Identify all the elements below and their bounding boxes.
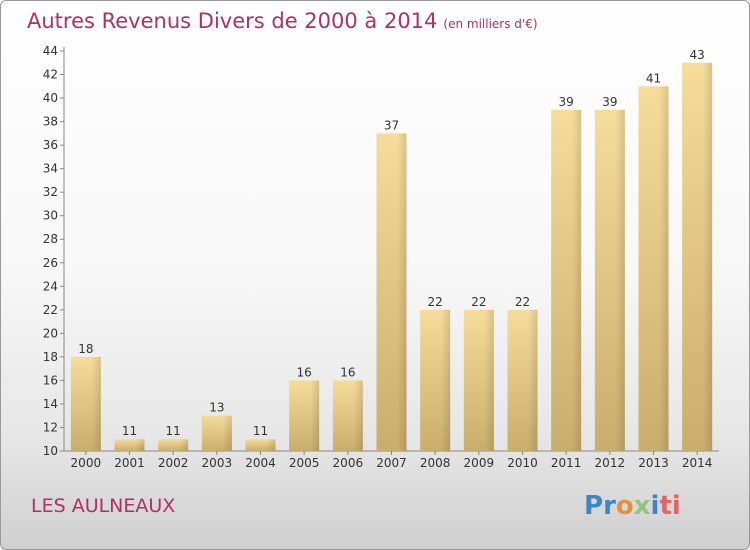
y-tick-label: 32 [43, 185, 58, 199]
logo-letter: o [615, 491, 634, 521]
chart-subtitle: (en milliers d'€) [443, 17, 538, 31]
x-tick-label: 2009 [464, 456, 495, 470]
bar-value-label: 22 [515, 295, 530, 309]
bar-shade [310, 380, 320, 451]
bar-value-label: 11 [253, 424, 268, 438]
bar-value-label: 22 [428, 295, 443, 309]
y-tick-label: 42 [43, 68, 58, 82]
proxiti-logo[interactable]: Proxiti [584, 491, 681, 521]
x-tick-label: 2000 [71, 456, 102, 470]
bar-value-label: 11 [166, 424, 181, 438]
bar-value-label: 16 [297, 365, 312, 379]
bar-shade [397, 133, 407, 451]
bar-shade [659, 86, 669, 451]
logo-letter: r [603, 491, 616, 521]
bar-value-label: 13 [209, 401, 224, 415]
bar-value-label: 41 [646, 71, 661, 85]
x-tick-label: 2003 [202, 456, 233, 470]
bar-shade [135, 439, 145, 451]
chart-title-block: Autres Revenus Divers de 2000 à 2014 (en … [27, 9, 538, 33]
y-tick-label: 30 [43, 209, 58, 223]
x-tick-label: 2002 [158, 456, 189, 470]
bar-value-label: 39 [602, 95, 617, 109]
bar-shade [179, 439, 189, 451]
bar-value-label: 43 [690, 48, 705, 62]
y-tick-label: 44 [43, 44, 58, 58]
y-tick-label: 38 [43, 115, 58, 129]
bar-shade [91, 356, 101, 451]
y-tick-label: 26 [43, 256, 58, 270]
x-tick-label: 2006 [333, 456, 364, 470]
bar-value-label: 22 [471, 295, 486, 309]
bar-shade [703, 62, 713, 451]
x-tick-label: 2010 [507, 456, 538, 470]
y-tick-label: 12 [43, 420, 58, 434]
x-tick-label: 2005 [289, 456, 320, 470]
bar-shade [615, 109, 625, 451]
bar-shade [528, 309, 538, 451]
bar [158, 439, 189, 451]
bar-shade [266, 439, 276, 451]
y-tick-label: 24 [43, 279, 58, 293]
bar-shade [572, 109, 582, 451]
x-tick-label: 2011 [551, 456, 582, 470]
x-tick-label: 2001 [114, 456, 145, 470]
y-tick-label: 16 [43, 373, 58, 387]
logo-letter: t [659, 491, 672, 521]
bar-value-label: 37 [384, 118, 399, 132]
bar-shade [222, 415, 232, 451]
logo-letter: i [650, 491, 660, 521]
commune-name: LES AULNEAUX [31, 495, 176, 517]
y-tick-label: 36 [43, 138, 58, 152]
x-tick-label: 2007 [376, 456, 407, 470]
y-tick-label: 22 [43, 303, 58, 317]
bar [114, 439, 145, 451]
bar-shade [484, 309, 494, 451]
y-tick-label: 40 [43, 91, 58, 105]
x-tick-label: 2008 [420, 456, 451, 470]
bar-value-label: 39 [559, 95, 574, 109]
y-tick-label: 28 [43, 232, 58, 246]
y-tick-label: 14 [43, 397, 58, 411]
bar [245, 439, 276, 451]
y-tick-label: 10 [43, 444, 58, 458]
y-tick-label: 20 [43, 326, 58, 340]
bar-shade [353, 380, 363, 451]
y-tick-label: 18 [43, 350, 58, 364]
bar-value-label: 16 [340, 365, 355, 379]
bar-value-label: 18 [78, 342, 93, 356]
x-tick-label: 2004 [245, 456, 276, 470]
x-tick-label: 2013 [638, 456, 669, 470]
logo-letter: P [584, 491, 604, 521]
x-tick-label: 2012 [595, 456, 626, 470]
y-tick-label: 34 [43, 162, 58, 176]
logo-letter: i [671, 491, 681, 521]
x-tick-label: 2014 [682, 456, 713, 470]
logo-letter: x [633, 491, 651, 521]
bar-value-label: 11 [122, 424, 137, 438]
bar-shade [441, 309, 451, 451]
chart-title: Autres Revenus Divers de 2000 à 2014 [27, 9, 438, 33]
